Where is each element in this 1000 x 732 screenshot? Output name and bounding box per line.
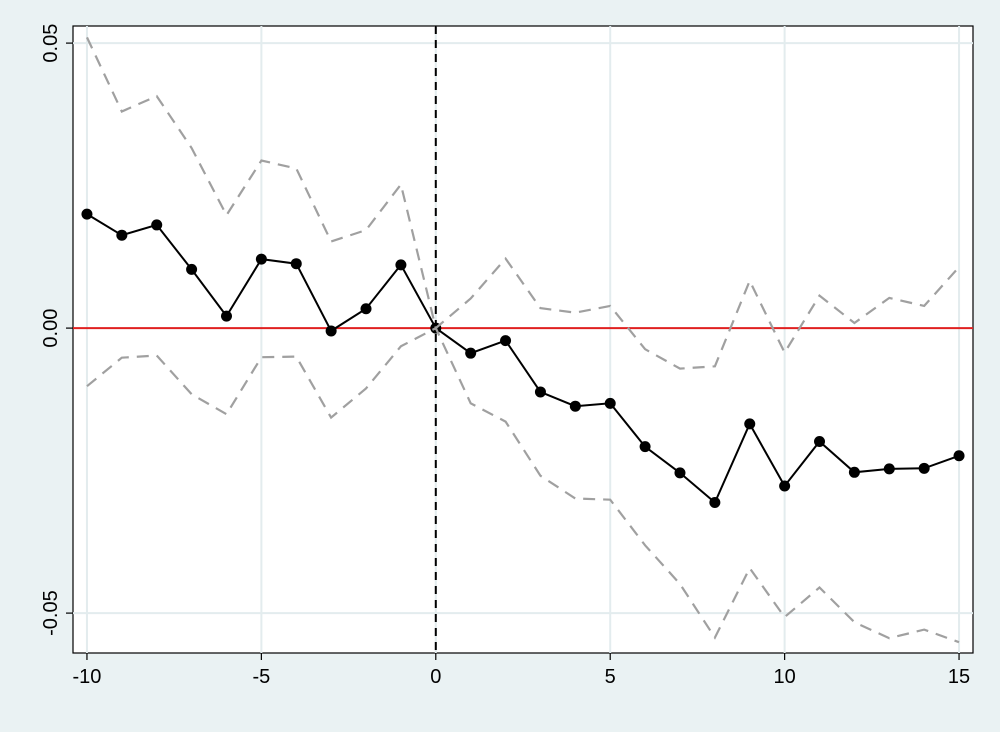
estimate-point <box>814 436 826 448</box>
estimate-point <box>569 400 581 412</box>
estimate-point <box>116 229 128 241</box>
plot-area <box>72 25 974 654</box>
estimate-point <box>744 418 756 430</box>
estimate-point <box>604 397 616 409</box>
estimate-point <box>395 259 407 271</box>
x-tick-label: 5 <box>605 666 616 688</box>
x-tick-label: 15 <box>948 666 970 688</box>
estimate-point <box>918 462 930 474</box>
x-tick-label: 10 <box>774 666 796 688</box>
estimate-point <box>674 467 686 479</box>
estimate-point <box>779 480 791 492</box>
estimate-point <box>848 466 860 478</box>
estimate-point <box>325 325 337 337</box>
y-tick-label: 0.05 <box>40 24 62 63</box>
estimate-point <box>151 219 163 231</box>
x-tick-label: 0 <box>430 666 441 688</box>
y-tick-label: 0.00 <box>40 309 62 348</box>
estimate-point <box>255 253 267 265</box>
estimate-point <box>500 335 512 347</box>
lower-bound-line <box>86 326 960 644</box>
estimate-point <box>360 303 372 315</box>
estimate-point <box>290 258 302 270</box>
estimate-point <box>220 310 232 322</box>
estimate-point <box>465 347 477 359</box>
upper-bound-line <box>86 36 960 370</box>
estimate-point <box>81 208 93 220</box>
estimate-point <box>186 263 198 275</box>
x-tick-label: -10 <box>73 666 102 688</box>
estimate-point <box>709 497 721 509</box>
y-tick-label: -0.05 <box>40 590 62 636</box>
series-layer <box>81 36 965 644</box>
estimate-point <box>534 386 546 398</box>
estimate-line <box>86 213 960 505</box>
estimate-point <box>639 441 651 453</box>
reference-lines <box>73 26 973 653</box>
estimate-point <box>883 463 895 475</box>
x-tick-label: -5 <box>252 666 270 688</box>
estimate-point <box>953 450 965 462</box>
axis-layer: -10 -5 0 5 10 15 -0.05 0.00 0.05 <box>40 24 970 688</box>
